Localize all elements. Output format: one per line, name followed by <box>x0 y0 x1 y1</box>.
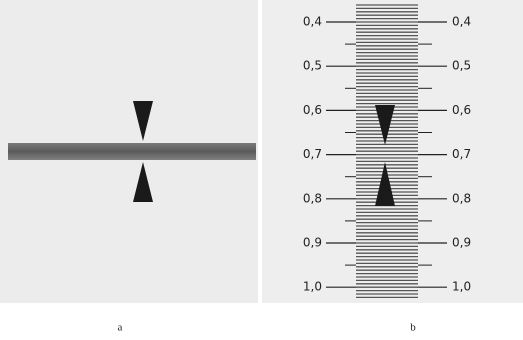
scale-label: 0,9 <box>452 236 471 250</box>
grating <box>356 5 418 297</box>
scale-label: 0,5 <box>452 59 471 73</box>
scale-label: 0,4 <box>303 15 322 29</box>
scale-label: 1,0 <box>303 280 322 294</box>
scale-label: 1,0 <box>452 280 471 294</box>
panel-label: b <box>410 322 416 334</box>
scale-label: 0,6 <box>452 103 471 117</box>
panel-label: a <box>118 322 123 334</box>
scale-label: 0,9 <box>303 236 322 250</box>
scale-label: 0,7 <box>303 147 322 161</box>
scale-label: 0,7 <box>452 147 471 161</box>
scale-label: 0,8 <box>452 191 471 205</box>
scale-label: 0,5 <box>303 59 322 73</box>
fiber-band <box>8 143 256 160</box>
scale-label: 0,4 <box>452 15 471 29</box>
scale-label: 0,8 <box>303 191 322 205</box>
scale-label: 0,6 <box>303 103 322 117</box>
figure: 0,4 0,4 0,5 0,5 0,6 0,6 0,7 0,7 0,8 0,8 0,9 0,9 1,0 1… <box>0 0 523 340</box>
